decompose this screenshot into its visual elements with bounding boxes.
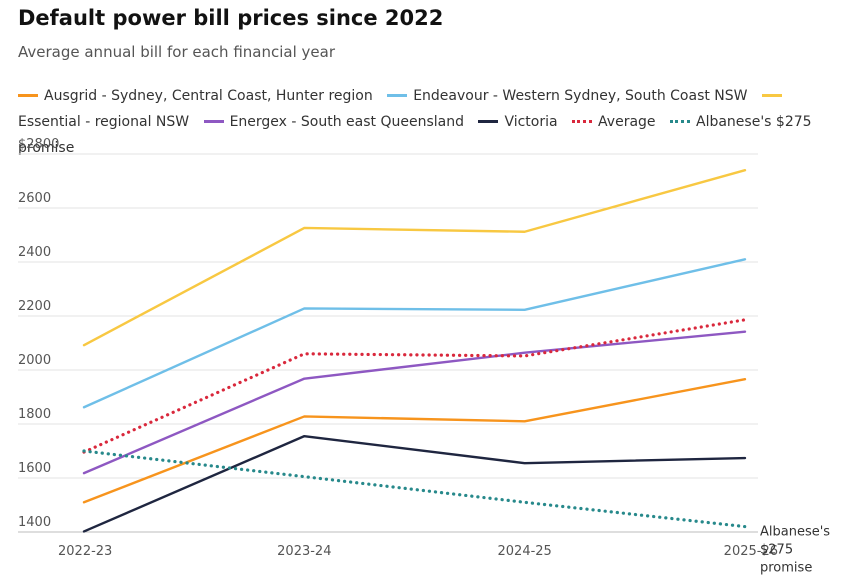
chart-subtitle: Average annual bill for each financial y… — [18, 43, 335, 61]
legend-swatch — [478, 119, 499, 123]
series-line-albanese-s-275-promise — [82, 449, 747, 529]
y-tick-label: 1800 — [18, 407, 51, 422]
y-tick-label: 2200 — [18, 299, 51, 314]
x-tick-label: 2024-25 — [498, 544, 552, 559]
legend-swatch — [18, 93, 38, 97]
line-annotation: $275 — [760, 543, 793, 558]
y-tick-label: 2000 — [18, 353, 51, 368]
legend-label: Albanese's $275 promise — [18, 114, 812, 156]
legend-label: Energex - South east Queensland — [229, 114, 464, 130]
legend-swatch — [572, 119, 593, 123]
legend-item-endeavour[interactable]: Endeavour - Western Sydney, South Coast … — [387, 88, 748, 104]
legend-swatch — [761, 93, 782, 97]
series-line-ausgrid-sydney-central-coast-hunter-region — [82, 377, 747, 504]
chart-legend: Ausgrid - Sydney, Central Coast, Hunter … — [18, 83, 838, 161]
legend-swatch — [203, 119, 224, 123]
legend-label: Average — [598, 114, 656, 130]
series-line-endeavour-western-sydney-south-coast-nsw — [82, 258, 747, 409]
legend-item-essential[interactable]: Essential - regional NSW — [18, 88, 788, 130]
legend-swatch — [387, 93, 408, 97]
y-tick-label: 1600 — [18, 461, 51, 476]
legend-label: Endeavour - Western Sydney, South Coast … — [413, 88, 748, 104]
series-line-victoria — [82, 434, 747, 533]
legend-label: Essential - regional NSW — [18, 114, 190, 130]
legend-swatch — [670, 119, 690, 123]
y-tick-label: 1400 — [18, 515, 51, 530]
y-tick-label: $2800 — [18, 137, 59, 152]
series-line-average — [82, 318, 747, 454]
x-tick-label: 2025-26 — [724, 544, 778, 559]
y-tick-label: 2600 — [18, 191, 51, 206]
legend-label: Victoria — [504, 114, 558, 130]
legend-item-energex[interactable]: Energex - South east Queensland — [203, 114, 464, 130]
legend-label: Ausgrid - Sydney, Central Coast, Hunter … — [44, 88, 373, 104]
legend-item-average[interactable]: Average — [572, 114, 656, 130]
series-line-essential-regional-nsw — [82, 168, 747, 347]
series-line-energex-south-east-queensland — [82, 330, 747, 475]
line-annotation: promise — [760, 561, 812, 576]
legend-item-victoria[interactable]: Victoria — [478, 114, 558, 130]
x-tick-label: 2023-24 — [277, 544, 331, 559]
x-tick-label: 2022-23 — [58, 544, 112, 559]
legend-item-ausgrid[interactable]: Ausgrid - Sydney, Central Coast, Hunter … — [18, 88, 373, 104]
legend-item-albanese-promise[interactable]: Albanese's $275 promise — [18, 114, 812, 156]
line-annotation: Albanese's — [760, 525, 830, 540]
chart-title: Default power bill prices since 2022 — [18, 6, 444, 30]
y-tick-label: 2400 — [18, 245, 51, 260]
